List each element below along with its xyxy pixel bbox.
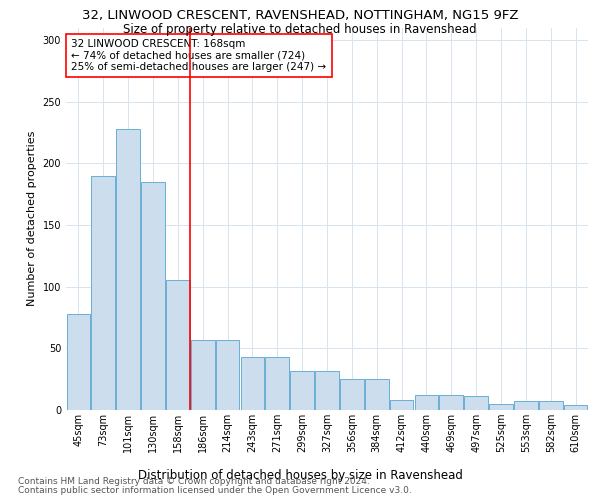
Bar	[340, 379, 364, 410]
Bar	[514, 402, 538, 410]
Bar	[539, 402, 563, 410]
Bar	[116, 128, 140, 410]
Bar	[390, 400, 413, 410]
Text: 32 LINWOOD CRESCENT: 168sqm
← 74% of detached houses are smaller (724)
25% of se: 32 LINWOOD CRESCENT: 168sqm ← 74% of det…	[71, 39, 326, 72]
Bar	[415, 395, 438, 410]
Text: Size of property relative to detached houses in Ravenshead: Size of property relative to detached ho…	[123, 22, 477, 36]
Bar	[290, 370, 314, 410]
Bar	[464, 396, 488, 410]
Bar	[489, 404, 513, 410]
Bar	[141, 182, 165, 410]
Bar	[265, 357, 289, 410]
Bar	[365, 379, 389, 410]
Bar	[564, 405, 587, 410]
Text: Contains HM Land Registry data © Crown copyright and database right 2024.: Contains HM Land Registry data © Crown c…	[18, 477, 370, 486]
Text: Contains public sector information licensed under the Open Government Licence v3: Contains public sector information licen…	[18, 486, 412, 495]
Text: 32, LINWOOD CRESCENT, RAVENSHEAD, NOTTINGHAM, NG15 9FZ: 32, LINWOOD CRESCENT, RAVENSHEAD, NOTTIN…	[82, 9, 518, 22]
Y-axis label: Number of detached properties: Number of detached properties	[27, 131, 37, 306]
Bar	[216, 340, 239, 410]
Bar	[241, 357, 264, 410]
Bar	[191, 340, 215, 410]
Bar	[67, 314, 90, 410]
Bar	[166, 280, 190, 410]
Bar	[439, 395, 463, 410]
Text: Distribution of detached houses by size in Ravenshead: Distribution of detached houses by size …	[137, 469, 463, 482]
Bar	[315, 370, 339, 410]
Bar	[91, 176, 115, 410]
